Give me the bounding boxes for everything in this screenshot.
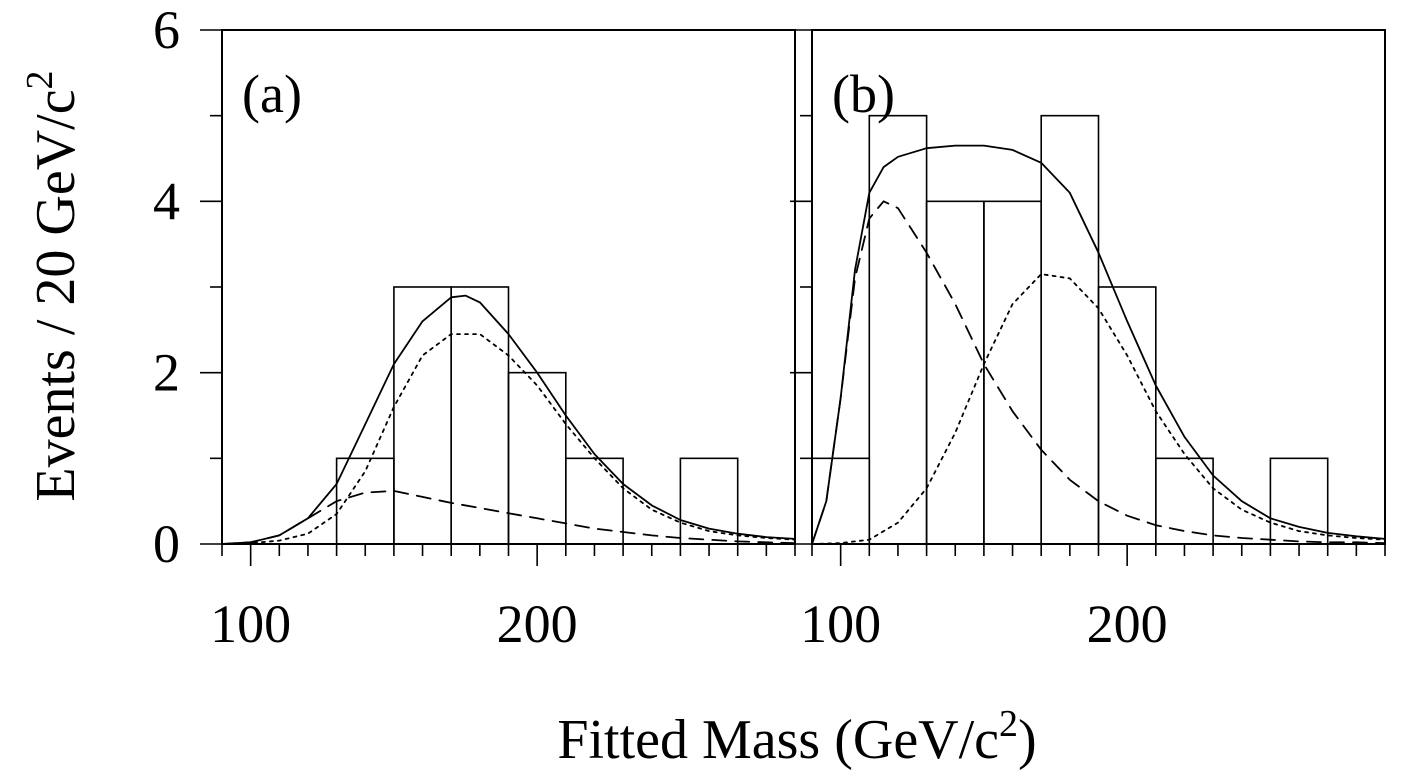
histogram-bar — [1097, 286, 1157, 545]
fit-curve-dotted — [221, 333, 796, 545]
y-tick-label: 4 — [153, 171, 180, 231]
x-axis-title-superscript: 2 — [999, 703, 1018, 745]
x-tick-label: 200 — [1087, 594, 1168, 654]
histogram-bar — [1269, 457, 1329, 545]
histogram-bar — [811, 457, 871, 545]
histogram-bar — [925, 200, 985, 545]
histogram-bar — [868, 114, 928, 545]
y-axis-title-superscript: 2 — [19, 70, 61, 89]
fit-curve-solid — [221, 294, 796, 545]
y-tick-label: 6 — [153, 0, 180, 60]
histogram-bar — [983, 200, 1043, 545]
x-tick-label: 100 — [800, 594, 881, 654]
fit-curve-dashed — [221, 489, 796, 545]
x-tick-label: 200 — [497, 594, 578, 654]
fit-curve-solid — [811, 144, 1386, 545]
panel-b: 100 200 (b) — [790, 29, 1386, 654]
panel-label: (a) — [242, 64, 302, 124]
histogram-bar — [393, 286, 452, 545]
panel-label: (b) — [832, 64, 895, 124]
x-axis-title-main: Fitted Mass (GeV/c — [557, 709, 999, 771]
x-axis-title-close: ) — [1018, 709, 1037, 771]
histogram-bar — [564, 457, 624, 545]
panel-a: 100 200 0 2 4 6 (a) — [153, 0, 796, 654]
x-axis-title: Fitted Mass (GeV/c2) — [557, 703, 1036, 771]
y-axis-title: Events / 20 GeV/c2 — [19, 70, 87, 501]
fit-curve-dashed — [811, 200, 1386, 545]
y-tick-label: 2 — [153, 343, 180, 403]
x-tick-label: 100 — [210, 594, 291, 654]
histogram-bar — [1155, 457, 1214, 545]
fit-curve-dotted — [811, 273, 1386, 545]
y-axis-title-main: Events / 20 GeV/c — [25, 89, 87, 501]
histogram-bar — [679, 457, 739, 545]
y-tick-label: 0 — [153, 514, 180, 574]
